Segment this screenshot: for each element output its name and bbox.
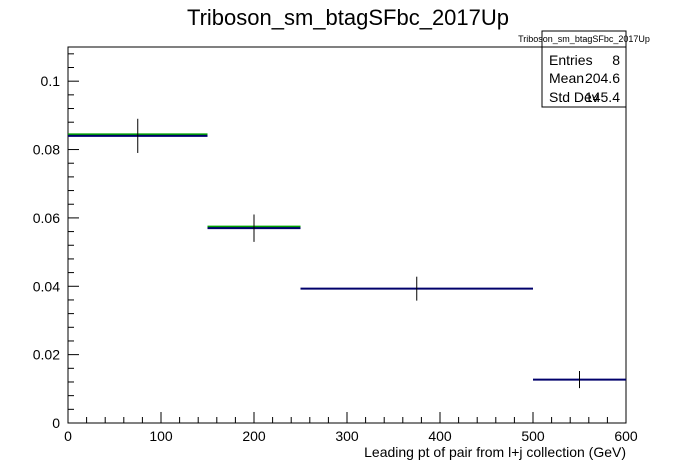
stats-stddev-value: 145.4 — [585, 89, 620, 105]
x-tick-label: 0 — [64, 428, 72, 444]
x-tick-label: 100 — [149, 428, 173, 444]
stats-box: Triboson_sm_btagSFbc_2017Up Entries 8 Me… — [518, 30, 650, 108]
stats-stddev-label: Std Dev — [549, 89, 599, 105]
x-tick-label: 400 — [428, 428, 452, 444]
y-tick-label: 0.06 — [33, 210, 60, 226]
axes: 0 100 200 300 400 500 600 0 0.02 0.04 0.06 0.08 0.1 — [33, 46, 638, 444]
x-tick-label: 500 — [521, 428, 545, 444]
stats-box-title: Triboson_sm_btagSFbc_2017Up — [518, 34, 650, 44]
stats-entries-value: 8 — [612, 52, 620, 68]
y-tick-label: 0.02 — [33, 347, 60, 363]
chart-title: Triboson_sm_btagSFbc_2017Up — [187, 5, 509, 30]
y-tick-label: 0.1 — [41, 73, 61, 89]
x-axis-title: Leading pt of pair from l+j collection (… — [364, 444, 626, 460]
x-tick-label: 200 — [242, 428, 266, 444]
y-tick-label: 0.08 — [33, 142, 60, 158]
x-tick-label: 600 — [614, 428, 638, 444]
y-tick-label: 0 — [52, 415, 60, 431]
y-tick-label: 0.04 — [33, 278, 60, 294]
stats-mean-value: 204.6 — [585, 70, 620, 86]
histogram-bins — [68, 118, 626, 389]
x-tick-label: 300 — [335, 428, 359, 444]
stats-entries-label: Entries — [549, 52, 593, 68]
stats-box-frame — [541, 30, 627, 108]
stats-mean-label: Mean — [549, 70, 584, 86]
